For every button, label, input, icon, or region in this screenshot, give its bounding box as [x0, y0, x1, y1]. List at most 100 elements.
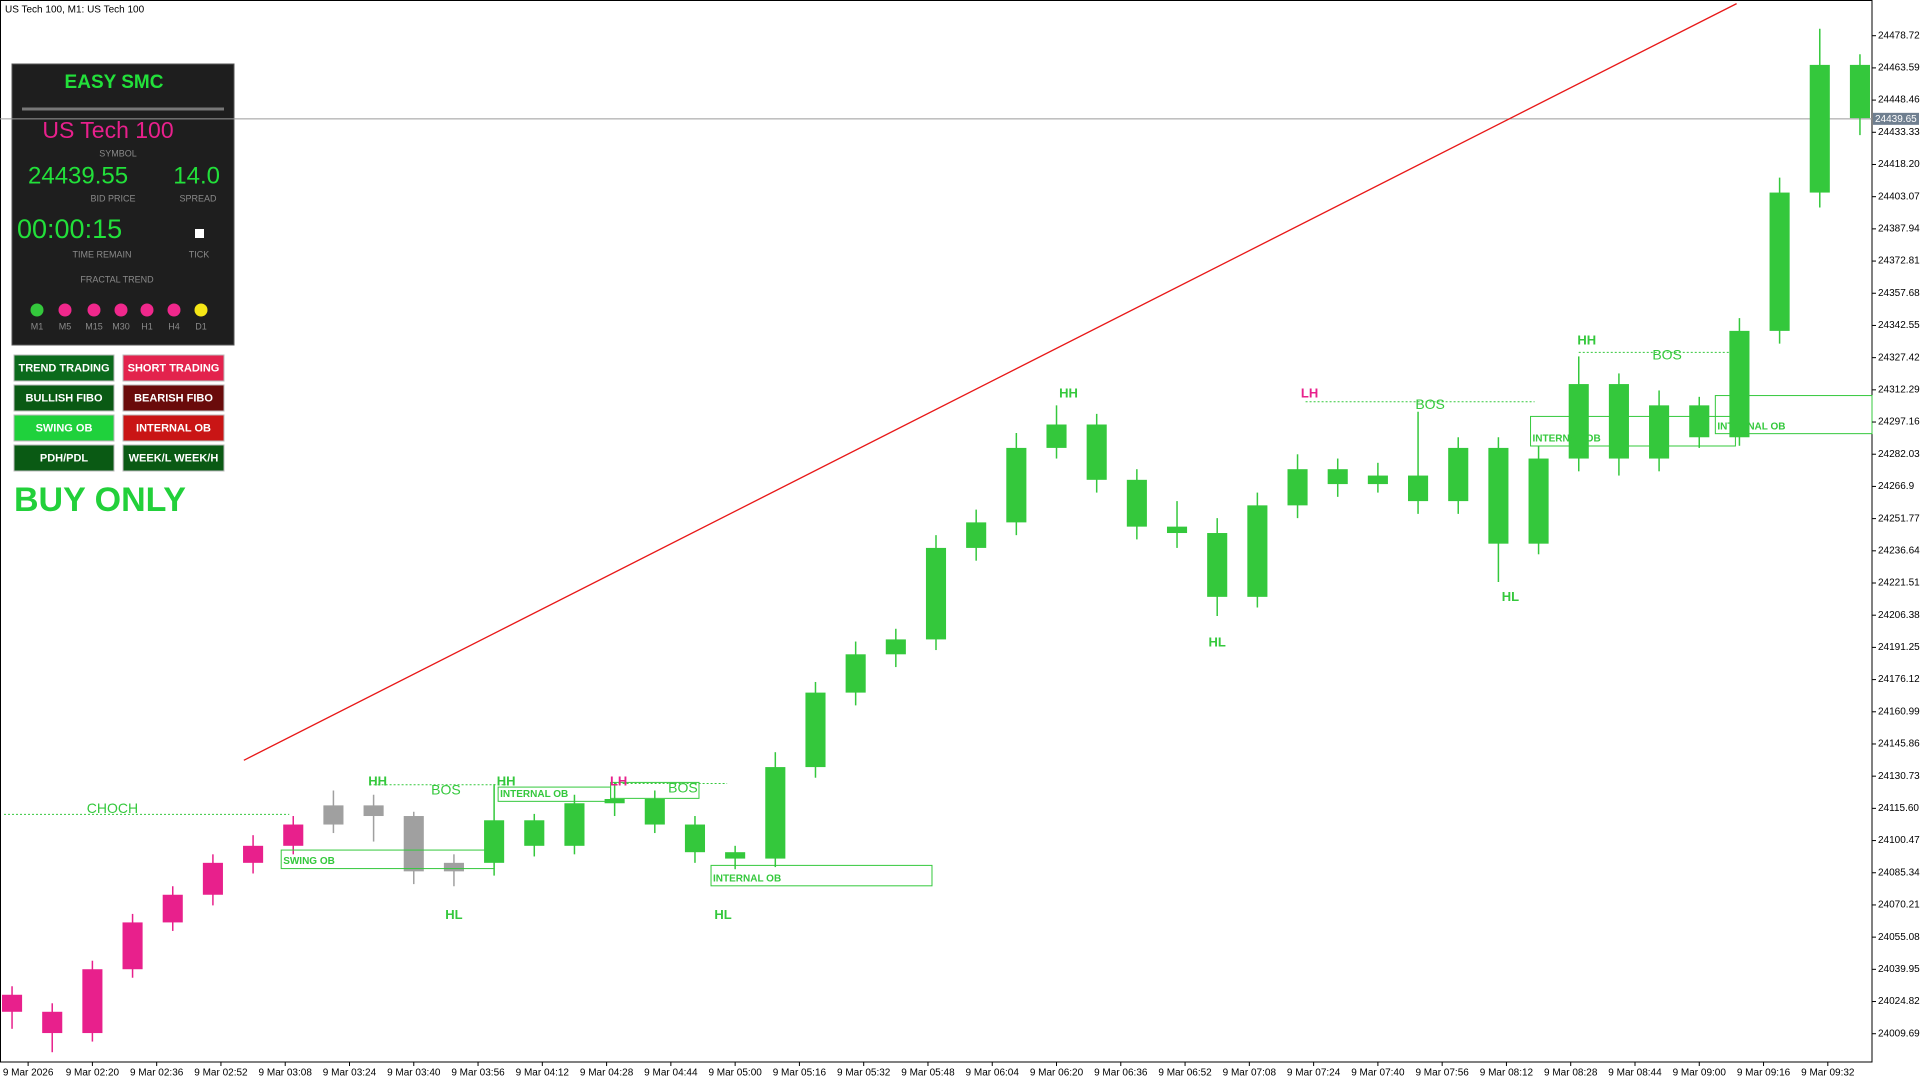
- plot-frame: [0, 0, 1873, 1063]
- trend-tf: D1: [195, 321, 207, 331]
- button-bg[interactable]: [13, 444, 115, 472]
- y-tick-label: 24433.33: [1878, 127, 1920, 138]
- trend-tf: M30: [112, 321, 130, 331]
- x-tick-label: 9 Mar 03:08: [259, 1068, 313, 1079]
- order-block-label: INTERNAL OB: [713, 873, 781, 884]
- trend-dot: [194, 303, 208, 317]
- button[interactable]: BEARISH FIBO: [122, 384, 225, 412]
- trendline: [243, 3, 1737, 761]
- x-tick-label: 9 Mar 05:32: [837, 1068, 891, 1079]
- button-bg[interactable]: [122, 444, 225, 472]
- button[interactable]: SHORT TRADING: [122, 354, 225, 382]
- x-tick-label: 9 Mar 04:12: [516, 1068, 570, 1079]
- button-bg[interactable]: [122, 414, 225, 442]
- y-tick-label: 24115.60: [1878, 803, 1919, 814]
- structure-label: HL: [714, 907, 731, 922]
- button[interactable]: PDH/PDL: [13, 444, 115, 472]
- order-block: [710, 864, 933, 887]
- x-tick-label: 9 Mar 03:24: [323, 1068, 377, 1079]
- x-tick-label: 9 Mar 03:40: [387, 1068, 441, 1079]
- candle-body: [1046, 424, 1067, 448]
- candle-body: [283, 824, 304, 846]
- candle-body: [966, 522, 987, 548]
- button[interactable]: TREND TRADING: [13, 354, 115, 382]
- candle-body: [1729, 330, 1750, 438]
- structure-label: HL: [1209, 635, 1226, 650]
- y-tick-label: 24221.51: [1878, 578, 1920, 589]
- y-tick-label: 24085.34: [1878, 867, 1920, 878]
- button-label[interactable]: WEEK/L WEEK/H: [129, 452, 219, 464]
- y-tick-label: 24463.59: [1878, 63, 1920, 74]
- button-label[interactable]: SWING OB: [36, 422, 93, 434]
- y-tick-label: 24024.82: [1878, 996, 1920, 1007]
- button[interactable]: INTERNAL OB: [122, 414, 225, 442]
- candle-body: [885, 639, 906, 655]
- trend-tf: H1: [141, 321, 153, 331]
- bid-label: BID PRICE: [90, 193, 135, 203]
- order-block-label: INTERNAL OB: [500, 789, 568, 800]
- order-block: [280, 849, 495, 870]
- candle-body: [1809, 64, 1830, 193]
- button-label[interactable]: TREND TRADING: [18, 362, 109, 374]
- y-tick-label: 24448.46: [1878, 95, 1920, 106]
- y-tick-label: 24009.69: [1878, 1028, 1920, 1039]
- candle-body: [524, 820, 545, 846]
- x-tick-label: 9 Mar 04:44: [644, 1068, 698, 1079]
- y-tick-label: 24039.95: [1878, 964, 1920, 975]
- candle-body: [1488, 447, 1509, 544]
- button-bg[interactable]: [13, 384, 115, 412]
- mode-text: BUY ONLY: [14, 481, 186, 519]
- candle-body: [1006, 447, 1027, 523]
- window-title: US Tech 100, M1: US Tech 100: [5, 5, 145, 16]
- time-label: TIME REMAIN: [72, 249, 131, 259]
- button-bg[interactable]: [13, 414, 115, 442]
- candle-body: [765, 767, 786, 859]
- candle-body: [1568, 384, 1589, 459]
- y-tick-label: 24372.81: [1878, 256, 1920, 267]
- trend-dot: [30, 303, 44, 317]
- x-tick-label: 9 Mar 02:20: [66, 1068, 120, 1079]
- button-bg[interactable]: [122, 354, 225, 382]
- candle-body: [725, 852, 746, 859]
- y-tick-label: 24236.64: [1878, 545, 1920, 556]
- order-block-label: INTERNAL OB: [1533, 434, 1601, 445]
- order-block: [610, 781, 700, 799]
- spread: 14.0: [173, 162, 220, 189]
- y-tick-label: 24145.86: [1878, 739, 1920, 750]
- tick-label: TICK: [189, 249, 210, 259]
- candle-body: [484, 820, 505, 863]
- y-tick-label: 24342.55: [1878, 320, 1920, 331]
- trend-dot: [58, 303, 72, 317]
- structure-label: BOS: [1652, 347, 1682, 363]
- button-label[interactable]: BEARISH FIBO: [134, 392, 213, 404]
- structure-label: HH: [497, 773, 516, 788]
- button-label[interactable]: SHORT TRADING: [128, 362, 220, 374]
- candle-body: [604, 799, 625, 804]
- button[interactable]: SWING OB: [13, 414, 115, 442]
- structure-label: HH: [1059, 386, 1078, 401]
- x-tick-label: 9 Mar 09:16: [1737, 1068, 1791, 1079]
- structure-label: LH: [610, 773, 627, 788]
- button-label[interactable]: PDH/PDL: [40, 452, 89, 464]
- candle-body: [1287, 469, 1308, 506]
- candle-body: [1689, 405, 1710, 438]
- candle-body: [82, 969, 103, 1034]
- candle-body: [1166, 526, 1188, 534]
- trend-dot: [140, 303, 154, 317]
- button-label[interactable]: BULLISH FIBO: [26, 392, 103, 404]
- trend-tf: M1: [31, 321, 44, 331]
- y-tick-label: 24160.99: [1878, 706, 1920, 717]
- structure-label: BOS: [431, 782, 461, 798]
- y-tick-label: 24266.9: [1878, 481, 1915, 492]
- info-panel: EASY SMC US Tech 100 SYMBOL 24439.55 14.…: [11, 63, 235, 346]
- candle-body: [1207, 533, 1228, 597]
- button-bg[interactable]: [13, 354, 115, 382]
- button[interactable]: WEEK/L WEEK/H: [122, 444, 225, 472]
- candle-body: [1126, 479, 1147, 527]
- x-tick-label: 9 Mar 02:52: [194, 1068, 248, 1079]
- button-label[interactable]: INTERNAL OB: [136, 422, 211, 434]
- y-tick-label: 24100.47: [1878, 835, 1920, 846]
- panel-bg: [11, 63, 235, 346]
- button[interactable]: BULLISH FIBO: [13, 384, 115, 412]
- button-bg[interactable]: [122, 384, 225, 412]
